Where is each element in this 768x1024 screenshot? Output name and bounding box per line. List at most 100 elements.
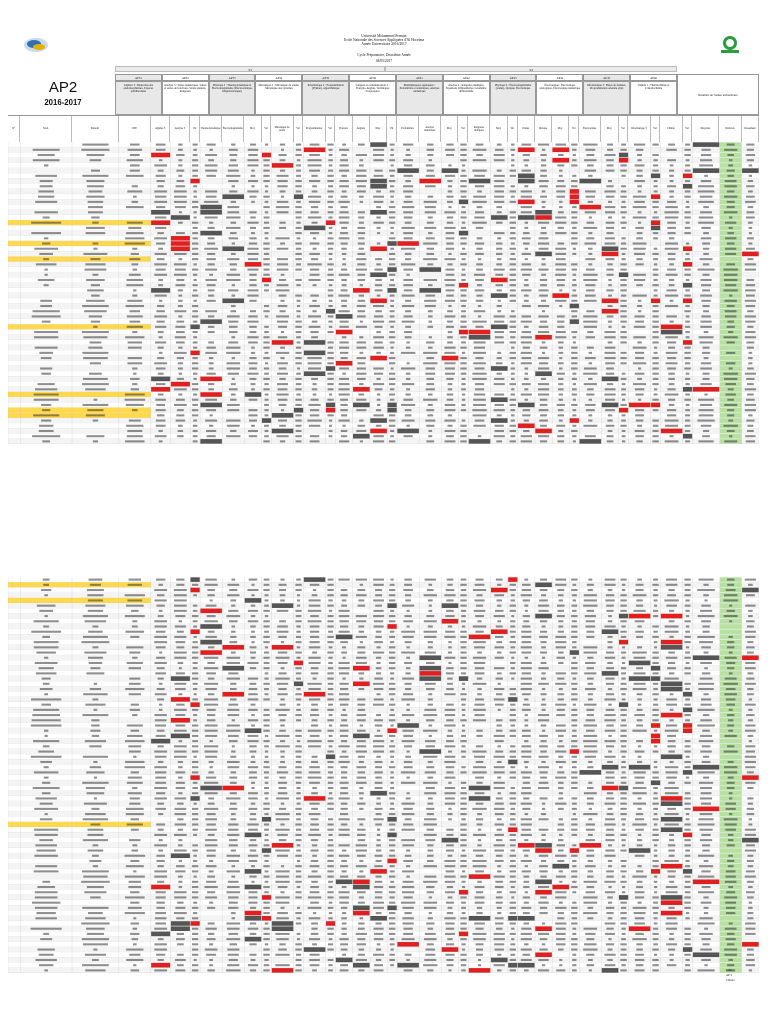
cell-text-mark [493, 268, 505, 271]
cell-text-mark [158, 609, 163, 612]
cell-text-mark [497, 792, 501, 795]
cell-text-mark [42, 440, 50, 443]
cell-text-mark [127, 148, 143, 151]
shaded-cell [742, 168, 759, 173]
cell-text-mark [276, 284, 289, 287]
cell-text-mark [34, 854, 58, 857]
table-row [8, 696, 759, 703]
cell-text-mark [263, 844, 270, 847]
cell-text-mark [31, 315, 61, 318]
cell-text-mark [461, 766, 466, 769]
cell-text-mark [41, 372, 52, 375]
cell-text-mark [571, 180, 578, 183]
cell-text-mark [475, 143, 484, 146]
cell-text-mark [312, 588, 317, 592]
cell-text-mark [496, 818, 502, 821]
cell-text-mark [31, 221, 62, 224]
cell-text-mark [356, 656, 367, 659]
cell-text-mark [637, 221, 642, 224]
cell-text-mark [510, 409, 516, 412]
cell-text-mark [341, 750, 347, 753]
cell-text-mark [558, 661, 564, 665]
cell-text-mark [509, 797, 516, 800]
cell-text-mark [249, 646, 257, 649]
cell-text-mark [89, 745, 102, 748]
table-row [8, 188, 759, 195]
cell-text-mark [33, 708, 60, 711]
cell-text-mark [404, 818, 412, 821]
cell-text-mark [39, 818, 53, 821]
cell-text-mark [43, 258, 50, 261]
cell-text-mark [727, 865, 734, 868]
cell-text-mark [193, 693, 197, 696]
cell-text-mark [207, 661, 215, 665]
cell-text-mark [276, 609, 289, 612]
cell-text-mark [390, 367, 394, 370]
cell-text-mark [725, 870, 736, 873]
cell-text-mark [126, 424, 144, 427]
cell-text-mark [263, 247, 270, 250]
cell-text-mark [297, 367, 301, 370]
column-header: Décision [719, 116, 742, 143]
cell-text-mark [697, 708, 715, 711]
cell-text-mark [571, 797, 578, 800]
cell-text-mark [476, 594, 483, 597]
cell-text-mark [685, 221, 690, 224]
cell-text-mark [174, 807, 187, 810]
cell-text-mark [206, 143, 216, 146]
module-desc-ap34: Mécanique 2 : Mécanique du solide, Mécan… [255, 81, 303, 115]
cell-text-mark [510, 661, 516, 665]
cell-text-mark [748, 885, 753, 889]
cell-text-mark [155, 724, 167, 727]
cell-text-mark [540, 693, 547, 696]
cell-text-mark [474, 583, 485, 586]
cell-text-mark [204, 885, 218, 889]
cell-text-mark [494, 813, 504, 816]
cell-text-mark [35, 388, 58, 391]
cell-text-mark [448, 304, 452, 308]
cell-text-mark [587, 766, 594, 769]
cell-text-mark [307, 357, 322, 360]
cell-text-mark [308, 646, 321, 649]
cell-text-mark [295, 734, 302, 737]
cell-text-mark [278, 786, 287, 790]
cell-text-mark [509, 258, 516, 261]
failed-cell [335, 360, 353, 366]
cell-text-mark [191, 383, 199, 386]
cell-text-mark [509, 823, 516, 826]
cell-text-mark [604, 823, 616, 826]
cell-text-mark [251, 865, 255, 868]
cell-text-mark [157, 232, 164, 235]
cell-text-mark [460, 604, 467, 607]
cell-text-mark [191, 656, 199, 659]
cell-text-mark [586, 268, 595, 271]
cell-text-mark [312, 383, 317, 386]
cell-text-mark [702, 273, 710, 276]
failed-cell [682, 723, 693, 728]
cell-text-mark [280, 599, 285, 602]
cell-text-mark [276, 682, 289, 685]
cell-text-mark [124, 854, 146, 857]
cell-text-mark [263, 258, 270, 261]
cell-text-mark [584, 211, 596, 214]
cell-text-mark [250, 755, 256, 758]
cell-text-mark [130, 891, 140, 894]
cell-text-mark [685, 164, 691, 167]
failed-cell [517, 147, 535, 153]
cell-text-mark [637, 159, 642, 162]
cell-text-mark [178, 299, 183, 302]
cell-text-mark [729, 604, 733, 607]
cell-text-mark [295, 232, 302, 235]
shaded-cell [618, 152, 629, 158]
cell-text-mark [461, 745, 466, 748]
cell-text-mark [37, 383, 55, 386]
row-highlight [8, 256, 151, 262]
cell-text-mark [264, 870, 269, 873]
cell-text-mark [633, 802, 647, 805]
cell-text-mark [327, 781, 334, 784]
cell-text-mark [191, 734, 199, 737]
cell-text-mark [375, 310, 382, 313]
cell-text-mark [652, 656, 659, 659]
cell-text-mark [87, 599, 103, 602]
cell-text-mark [328, 646, 333, 649]
